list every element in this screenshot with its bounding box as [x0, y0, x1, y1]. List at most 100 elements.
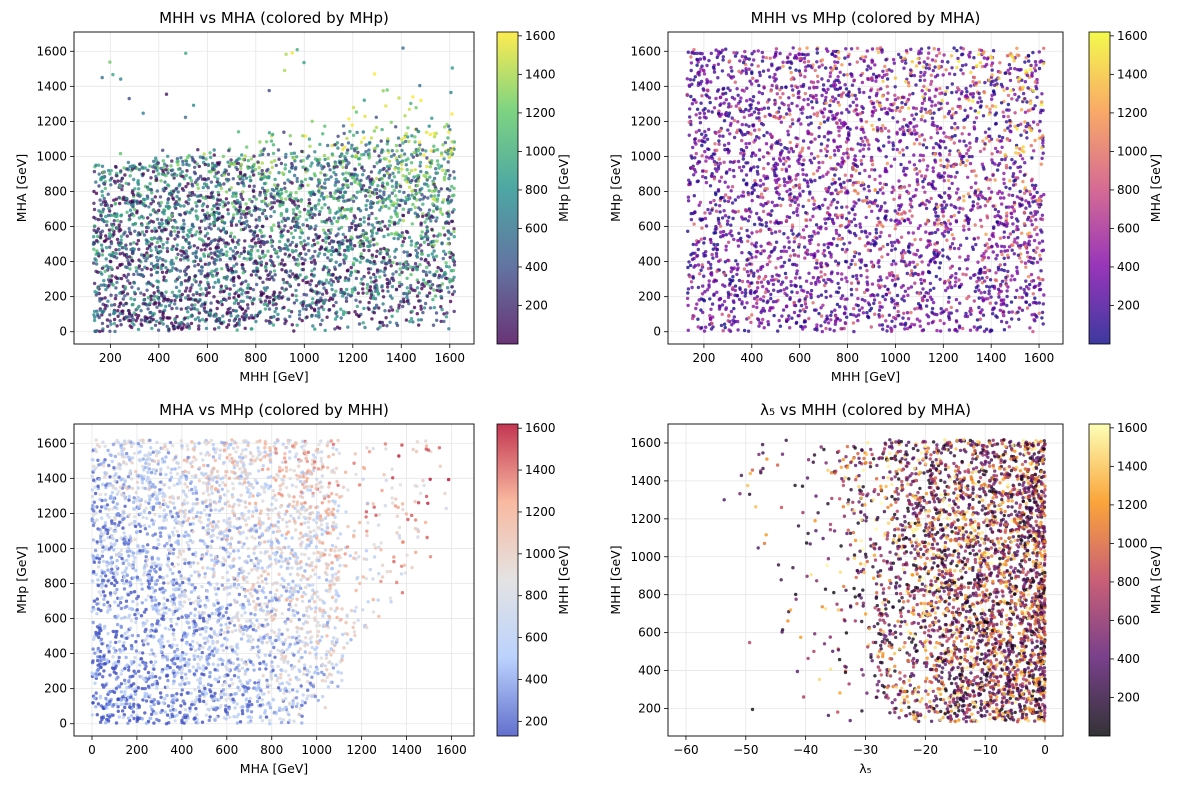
data-point — [227, 292, 232, 296]
data-point — [1013, 124, 1017, 129]
data-point — [947, 295, 951, 300]
data-point — [742, 178, 746, 182]
data-point — [409, 207, 413, 212]
data-point — [169, 213, 174, 217]
data-point — [279, 196, 284, 200]
data-point — [95, 239, 99, 243]
data-point — [161, 313, 165, 317]
data-point — [417, 246, 421, 250]
data-point — [941, 248, 945, 252]
data-point — [254, 197, 258, 201]
data-point — [929, 79, 934, 84]
data-point — [407, 107, 412, 112]
data-point — [442, 312, 446, 316]
data-point — [801, 139, 806, 143]
data-point — [249, 313, 254, 318]
data-point — [157, 172, 161, 176]
data-point — [193, 165, 197, 169]
data-point — [363, 114, 367, 119]
data-point — [418, 208, 423, 212]
data-point — [452, 227, 456, 231]
data-point — [373, 188, 377, 192]
data-point — [791, 248, 795, 253]
data-point — [276, 312, 280, 317]
data-point — [157, 221, 161, 226]
data-point — [142, 253, 146, 257]
data-point — [247, 210, 252, 214]
data-point — [382, 234, 386, 239]
data-point — [185, 286, 189, 290]
data-point — [443, 125, 447, 129]
data-point — [387, 197, 391, 201]
data-point — [174, 295, 179, 299]
data-point — [394, 270, 398, 274]
data-point — [184, 249, 188, 253]
data-point — [271, 151, 276, 156]
data-point — [322, 286, 326, 290]
data-point — [752, 222, 757, 227]
data-point — [353, 216, 357, 220]
data-point — [341, 186, 345, 190]
data-point — [752, 271, 756, 275]
data-point — [452, 263, 457, 267]
data-point — [161, 159, 165, 163]
data-point — [239, 216, 243, 220]
data-point — [779, 249, 783, 253]
data-point — [310, 161, 314, 165]
data-point — [202, 252, 206, 256]
data-point — [1014, 145, 1019, 150]
data-point — [957, 278, 961, 282]
data-point — [370, 223, 374, 227]
data-point — [354, 298, 358, 302]
data-point — [364, 143, 368, 147]
data-point — [440, 241, 444, 245]
data-point — [734, 259, 738, 263]
data-point — [996, 222, 1001, 227]
data-point — [307, 137, 312, 141]
data-point — [431, 255, 436, 259]
data-point — [900, 322, 904, 326]
data-point — [240, 263, 244, 267]
data-point — [450, 219, 455, 224]
data-point — [368, 194, 372, 198]
data-point — [931, 179, 935, 184]
data-point — [206, 282, 211, 287]
data-point — [239, 222, 244, 226]
data-point — [201, 185, 205, 190]
data-point — [317, 198, 321, 202]
data-point — [689, 94, 693, 99]
data-point — [254, 273, 258, 277]
data-point — [156, 237, 160, 241]
data-point — [228, 287, 232, 291]
data-point — [149, 262, 154, 266]
data-point — [758, 73, 762, 78]
data-point — [327, 268, 331, 272]
data-point — [382, 157, 386, 161]
data-point — [213, 327, 217, 331]
data-point — [431, 197, 435, 201]
data-point — [193, 317, 198, 321]
data-point — [214, 319, 219, 323]
data-point — [828, 71, 833, 75]
data-point — [422, 153, 426, 157]
data-point — [213, 262, 217, 266]
data-point — [92, 215, 96, 220]
data-point — [389, 215, 393, 219]
data-point — [234, 262, 239, 266]
data-point — [757, 83, 761, 88]
data-point — [425, 265, 429, 270]
data-point — [414, 244, 418, 248]
data-point — [836, 271, 840, 276]
data-point — [314, 301, 318, 305]
data-point — [191, 158, 195, 163]
data-point — [1028, 101, 1033, 106]
data-point — [887, 129, 891, 133]
data-point — [242, 256, 246, 261]
data-point — [385, 182, 390, 186]
data-point — [439, 294, 443, 299]
data-point — [993, 105, 998, 109]
data-point — [419, 318, 424, 322]
data-point — [147, 220, 152, 225]
data-point — [203, 262, 208, 266]
data-point — [695, 57, 699, 62]
